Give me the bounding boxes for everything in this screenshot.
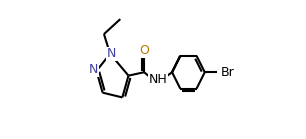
- Text: N: N: [89, 63, 99, 76]
- Text: O: O: [139, 44, 149, 57]
- Text: NH: NH: [148, 73, 167, 86]
- Text: Br: Br: [220, 66, 234, 79]
- Text: N: N: [107, 47, 116, 60]
